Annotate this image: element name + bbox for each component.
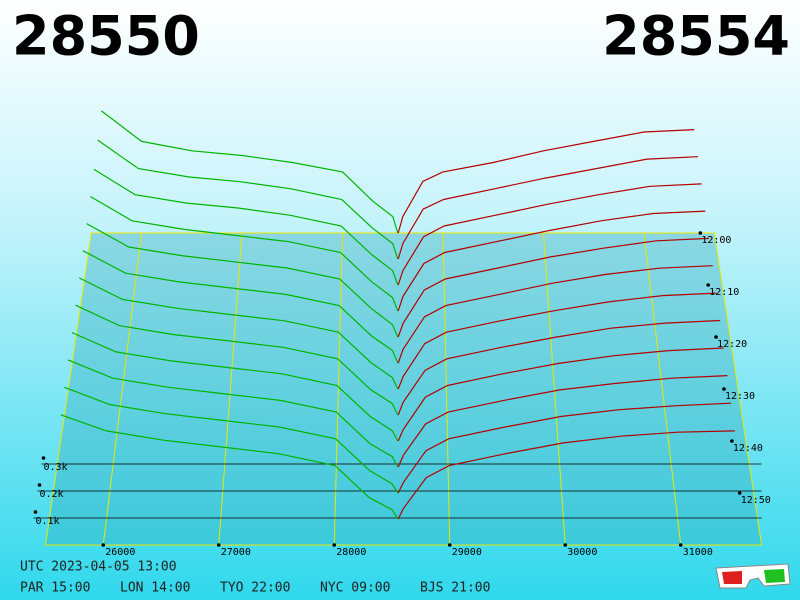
time-tick-label: 12:20 (717, 339, 747, 350)
tick-mark (678, 543, 683, 547)
tick-mark (722, 387, 726, 391)
x-tick-label: 27000 (221, 547, 251, 558)
tick-mark (33, 510, 38, 514)
bid-depth (93, 168, 399, 286)
time-tick-label: 12:00 (701, 235, 731, 246)
grid-line (333, 232, 344, 546)
city-time: PAR 15:00 (20, 581, 90, 596)
tick-mark (730, 439, 734, 443)
x-tick-label: 30000 (567, 547, 597, 558)
grid-line (102, 232, 143, 546)
best-ask: 28554 (602, 5, 790, 68)
depth-tick-label: 0.3k (43, 462, 67, 473)
ask-depth (397, 129, 695, 234)
grid-line (543, 232, 566, 546)
x-tick-label: 26000 (105, 547, 135, 558)
ask-depth (397, 292, 717, 390)
city-time: TYO 22:00 (220, 581, 290, 596)
time-tick-label: 12:40 (733, 443, 763, 454)
bid-depth (75, 304, 399, 416)
bid-depth (78, 277, 399, 390)
ask-depth (397, 183, 702, 286)
city-time: BJS 21:00 (420, 581, 490, 596)
x-tick-label: 31000 (683, 547, 713, 558)
glasses-icon (715, 563, 791, 589)
tick-mark (101, 543, 106, 547)
bid-depth (97, 139, 399, 260)
depth-tick-label: 0.1k (35, 516, 59, 527)
ask-depth (397, 210, 706, 312)
bid-depth (89, 195, 399, 312)
grid-line (442, 232, 451, 546)
ask-depth (397, 430, 735, 520)
bid-depth (67, 359, 399, 468)
grid-line (643, 232, 682, 546)
bid-depth (60, 414, 399, 520)
grid-line (218, 232, 243, 546)
x-tick-label: 29000 (452, 547, 482, 558)
utc-time: UTC 2023-04-05 13:00 (20, 560, 177, 575)
tick-mark (332, 543, 337, 547)
depth-tick-label: 0.2k (39, 489, 63, 500)
ask-depth (397, 347, 724, 442)
bid-depth (64, 386, 399, 494)
best-bid: 28550 (12, 5, 200, 68)
bid-depth (82, 250, 399, 364)
time-tick-label: 12:50 (741, 495, 771, 506)
time-tick-label: 12:30 (725, 391, 755, 402)
city-time: LON 14:00 (120, 581, 190, 596)
tick-mark (698, 231, 703, 235)
bid-depth (101, 110, 399, 234)
ask-depth (397, 319, 721, 416)
bid-depth (86, 223, 399, 338)
tick-mark (563, 543, 568, 547)
ask-depth (397, 156, 698, 260)
city-time: NYC 09:00 (320, 581, 390, 596)
tick-mark (216, 543, 221, 547)
city-times: PAR 15:00 LON 14:00 TYO 22:00 NYC 09:00 BJS … (20, 581, 490, 596)
ask-depth (397, 237, 710, 338)
floor (44, 232, 763, 546)
tick-mark (737, 491, 742, 495)
bid-depth (71, 331, 399, 442)
tick-mark (706, 283, 711, 287)
ask-depth (397, 265, 713, 364)
tick-mark (41, 456, 46, 460)
plot: 26000 27000 28000 29000 30000 31000 0.1k 0.2k 0.… (33, 110, 771, 558)
ask-depth (397, 402, 732, 494)
x-tick-label: 28000 (336, 547, 366, 558)
tick-mark (447, 543, 452, 547)
time-tick-label: 12:10 (709, 287, 739, 298)
tick-mark (37, 483, 42, 487)
tick-mark (714, 335, 718, 339)
ask-depth (397, 375, 728, 468)
